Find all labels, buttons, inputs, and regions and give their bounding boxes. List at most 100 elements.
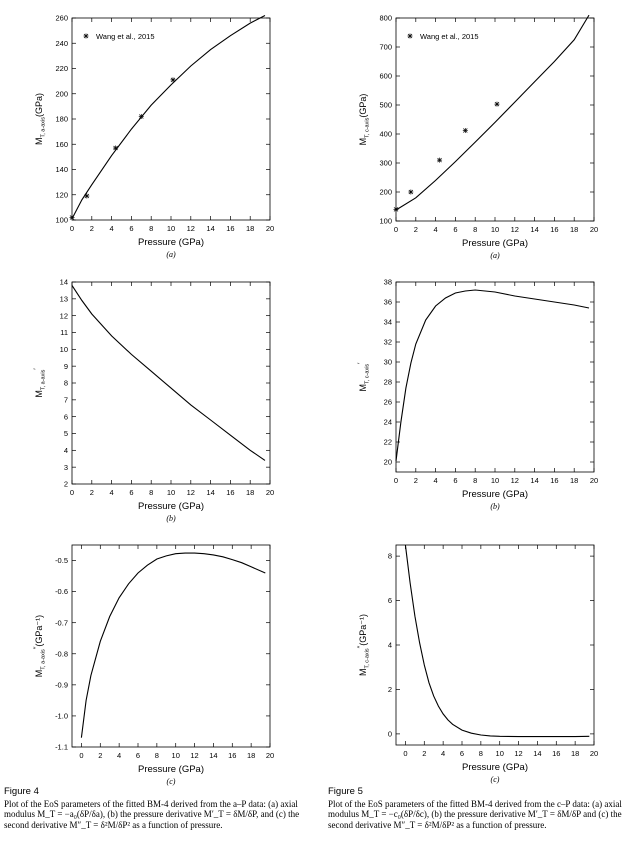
x-tick-label: 16 <box>552 749 560 758</box>
y-tick-label: 160 <box>55 140 68 149</box>
y-axis-label-sub: T, c-axis <box>365 648 371 668</box>
x-tick-label: 12 <box>187 488 195 497</box>
y-tick-label: 200 <box>55 89 68 98</box>
panel-label: (b) <box>490 502 500 511</box>
x-tick-label: 20 <box>590 749 598 758</box>
y-tick-label: 400 <box>379 130 392 139</box>
x-tick-label: 12 <box>190 751 198 760</box>
chart-4a: 0 2 4 6 8 10 12 14 16 18 20 100 120 140 160 180 200 220 24… <box>34 14 274 259</box>
x-tick-label: 16 <box>550 476 558 485</box>
y-tick-label: 100 <box>55 216 68 225</box>
x-tick-label: 10 <box>167 224 175 233</box>
data-point <box>408 189 414 195</box>
plot-frame <box>71 17 271 221</box>
x-tick-label: 14 <box>530 225 538 234</box>
y-tick-label: 8 <box>388 552 392 561</box>
y-tick-label: 32 <box>384 338 392 347</box>
x-tick-label: 18 <box>247 751 255 760</box>
series-line <box>71 285 266 461</box>
x-tick-label: 0 <box>394 476 398 485</box>
x-tick-label: 18 <box>570 225 578 234</box>
data-point <box>84 193 90 199</box>
y-axis-label-unit: (GPa⁻¹) <box>34 615 44 647</box>
data-point-d2 <box>463 128 468 133</box>
legend-marker <box>83 33 89 39</box>
data-point-d2 <box>437 157 442 163</box>
x-tick-label: 2 <box>414 225 418 234</box>
x-tick-label: 20 <box>266 488 274 497</box>
y-tick-label: 10 <box>60 345 68 354</box>
y-axis-label-prime: ′ <box>358 362 365 364</box>
data-point <box>494 101 500 107</box>
legend-label: Wang et al., 2015 <box>420 32 479 41</box>
panel-label: (a) <box>490 251 500 260</box>
data-point-d2 <box>170 77 176 83</box>
x-tick-label: 10 <box>496 749 504 758</box>
x-tick-label: 16 <box>226 488 234 497</box>
panel-label: (b) <box>166 514 176 523</box>
plot-frame <box>395 544 595 746</box>
chart-4b: 0 2 4 6 8 10 12 14 16 18 20234567891011121314Press… <box>34 278 275 523</box>
y-axis-label: MT, a-axis(GPa) <box>34 93 47 145</box>
y-tick-label: 100 <box>379 217 392 226</box>
y-tick-label: 3 <box>64 463 68 472</box>
x-tick-label: 8 <box>473 225 477 234</box>
x-tick-label: 0 <box>79 751 83 760</box>
x-tick-label: 16 <box>228 751 236 760</box>
y-axis-label-sub: T, a-axis <box>41 117 47 138</box>
legend: Wang et al., 2015 <box>83 32 155 41</box>
x-tick-label: 10 <box>172 751 180 760</box>
y-axis-label-main: M <box>34 138 44 146</box>
y-tick-label: 12 <box>60 311 68 320</box>
y-axis-label-prime: ′′ <box>34 646 41 649</box>
x-tick-label: 6 <box>136 751 140 760</box>
x-tick-label: 6 <box>129 224 133 233</box>
x-tick-label: 14 <box>206 488 214 497</box>
x-tick-label: 0 <box>403 749 407 758</box>
x-tick-label: 8 <box>149 224 153 233</box>
y-axis-label-main: M <box>358 138 368 146</box>
x-axis-label: Pressure (GPa) <box>138 501 204 512</box>
y-tick-label: 13 <box>60 294 68 303</box>
data-point-d2 <box>408 189 414 195</box>
chart-5b: 0 2 4 6 8 10 12 14 16 18 2020222426283032343638Pre… <box>358 278 599 511</box>
x-tick-label: 12 <box>187 224 195 233</box>
figure-4-text: Plot of the EoS parameters of the fitted… <box>4 798 300 830</box>
plot-frame <box>71 544 271 748</box>
data-point <box>69 214 75 220</box>
x-tick-label: 4 <box>434 476 438 485</box>
y-tick-label: 28 <box>384 378 392 387</box>
figure-5-caption: Figure 5 Plot of the EoS parameters of t… <box>328 786 630 830</box>
y-axis-label-prime: ′′ <box>358 645 365 648</box>
x-tick-label: 2 <box>414 476 418 485</box>
y-axis-label-main: M <box>358 384 368 392</box>
x-tick-label: 2 <box>98 751 102 760</box>
y-axis-label-prime: ′ <box>34 368 41 370</box>
x-tick-label: 0 <box>70 224 74 233</box>
y-axis-label: MT, a-axis′′(GPa⁻¹) <box>34 615 47 677</box>
series-line <box>80 552 266 738</box>
x-tick-label: 0 <box>394 225 398 234</box>
x-tick-label: 2 <box>422 749 426 758</box>
y-tick-label: 140 <box>55 165 68 174</box>
y-axis-label-sub: T, c-axis <box>365 117 371 137</box>
chart-4c: 0 2 4 6 8 10 12 14 16 18 20 -1.1 -1.0 -0.9 -0.8 -0.7 -0.… <box>34 544 274 786</box>
data-point-d2 <box>139 114 144 119</box>
data-point-d2 <box>393 207 399 212</box>
y-tick-label: 5 <box>64 429 68 438</box>
y-tick-label: 20 <box>384 458 392 467</box>
y-tick-label: 6 <box>388 596 392 605</box>
y-tick-label: 4 <box>64 446 68 455</box>
y-axis-label-unit: (GPa) <box>34 93 44 117</box>
y-tick-label: -0.5 <box>55 556 68 565</box>
x-tick-label: 10 <box>167 488 175 497</box>
y-tick-label: 11 <box>60 328 68 337</box>
y-axis-label-unit: (GPa) <box>358 94 368 118</box>
y-axis-label-main: M <box>34 670 44 678</box>
x-tick-label: 20 <box>266 224 274 233</box>
plot-frame <box>395 17 595 222</box>
x-tick-label: 4 <box>110 224 114 233</box>
x-tick-label: 0 <box>70 488 74 497</box>
y-tick-label: 14 <box>60 278 68 287</box>
